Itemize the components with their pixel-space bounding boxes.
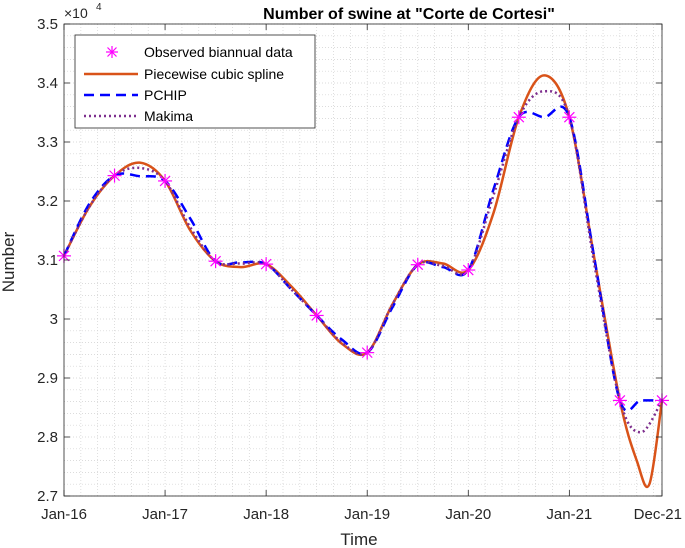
legend-swatch-observed: [106, 46, 118, 58]
legend: Observed biannual data Piecewise cubic s…: [74, 34, 316, 129]
x-tick-label: Jan-19: [344, 506, 390, 523]
x-axis-label: Time: [340, 530, 377, 548]
y-tick-label: 3.4: [37, 75, 58, 92]
y-tick-label: 2.8: [37, 429, 58, 446]
legend-label-observed: Observed biannual data: [144, 44, 293, 60]
x-tick-label: Jan-21: [546, 506, 592, 523]
legend-box: [74, 34, 316, 129]
y-multiplier-exponent: 4: [96, 2, 102, 13]
observed-markers: [57, 110, 669, 408]
y-tick-label: 3: [50, 311, 58, 328]
y-tick-label: 3.2: [37, 193, 58, 210]
x-tick-label: Dec-21: [634, 506, 682, 523]
series-layer: [62, 74, 664, 488]
observed-point: [107, 168, 122, 183]
observed-point: [410, 257, 425, 272]
observed-point: [511, 110, 526, 125]
series-line-spline: [62, 74, 664, 488]
observed-point: [461, 263, 476, 278]
observed-point: [309, 308, 324, 323]
y-tick-label: 2.9: [37, 370, 58, 387]
x-tick-label: Jan-17: [142, 506, 188, 523]
legend-label-pchip: PCHIP: [144, 87, 187, 103]
observed-point: [562, 110, 577, 125]
x-tick-label: Jan-16: [41, 506, 87, 523]
series-line-makima: [62, 89, 664, 434]
y-tick-label: 2.7: [37, 488, 58, 505]
x-tick-label: Jan-18: [243, 506, 289, 523]
y-tick-label: 3.1: [37, 252, 58, 269]
y-multiplier-base: ×10: [64, 5, 88, 21]
series-line-pchip: [62, 105, 662, 412]
chart-title: Number of swine at "Corte de Cortesi": [263, 6, 555, 23]
y-axis-label: Number: [0, 231, 18, 292]
observed-point: [360, 345, 375, 360]
legend-label-spline: Piecewise cubic spline: [144, 66, 284, 82]
y-tick-label: 3.5: [37, 16, 58, 33]
observed-point: [259, 257, 274, 272]
y-tick-label: 3.3: [37, 134, 58, 151]
ticks: 2.7 2.8 2.9 3 3.1 3.2 3.3 3.4 3.5 Jan-16 Jan-17 Jan…: [37, 16, 682, 523]
legend-label-makima: Makima: [144, 108, 193, 124]
x-tick-label: Jan-20: [445, 506, 491, 523]
observed-point: [158, 173, 173, 188]
observed-point: [208, 254, 223, 269]
observed-point: [612, 393, 627, 408]
